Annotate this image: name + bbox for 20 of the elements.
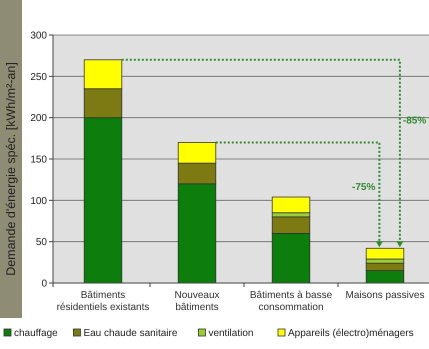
y-tick-label: 50 (36, 237, 48, 248)
x-tick-label: Bâtiments à basse consommation (250, 290, 333, 313)
x-tick-label: Nouveaux bâtiments (174, 290, 220, 313)
y-axis-title: Demande d'énergie spéc. [kWh/m²-an] (4, 62, 18, 276)
y-tick-label: 250 (30, 72, 48, 83)
legend-label: Appareils (électro)ménagers (288, 328, 414, 339)
legend-label: ventilation (208, 328, 254, 339)
y-tick-label: 300 (30, 30, 48, 42)
annotation: -85% (402, 116, 426, 127)
x-tick-label: Maisons passives (346, 290, 424, 301)
y-tick-label: 200 (30, 113, 48, 124)
x-tick-label: Bâtiments résidentiels existants (56, 290, 150, 313)
annotation: -75% (352, 182, 376, 193)
y-tick-label: 100 (30, 196, 48, 207)
bar (272, 196, 310, 214)
y-tick-label: 150 (30, 154, 48, 166)
legend-label: chauffage (14, 328, 58, 339)
y-tick-label: 0 (41, 278, 48, 290)
legend-label: Eau chaude sanitaire (83, 328, 178, 339)
bar (366, 248, 404, 260)
